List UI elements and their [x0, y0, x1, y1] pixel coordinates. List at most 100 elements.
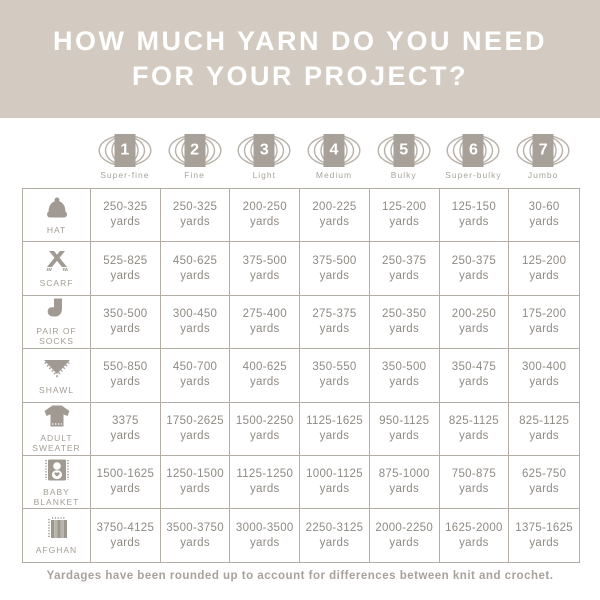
weight-number: 7: [538, 140, 548, 158]
yardage-range: 300-450: [172, 307, 218, 320]
yardage-range: 1250-1500: [166, 468, 224, 481]
project-name: BABY BLANKET: [33, 486, 80, 507]
yardage-cell: 200-250 yards: [230, 189, 301, 243]
yardage-range: 200-225: [312, 201, 357, 214]
yardage-unit: yards: [249, 483, 280, 496]
yardage-unit: yards: [459, 483, 489, 496]
yardage-range: 625-750: [521, 468, 567, 481]
yardage-unit: yards: [249, 376, 280, 389]
yardage-cell: 275-375 yards: [300, 295, 370, 350]
yardage-cell: 300-450 yards: [160, 295, 231, 350]
yardage-cell: 875-1000 yards: [369, 455, 440, 510]
yardage-cell: 275-400 yards: [230, 295, 301, 350]
project-name: ADULT SWEATER: [32, 433, 81, 454]
yardage-cell: 450-700 yards: [160, 349, 231, 403]
weight-number: 2: [190, 140, 200, 158]
yarn-skein-icon: 7: [516, 134, 570, 167]
yardage-unit: yards: [459, 322, 489, 335]
yardage-unit: yards: [389, 483, 420, 496]
yardage-range: 1625-2000: [445, 521, 503, 534]
yardage-unit: yards: [459, 269, 489, 282]
yardage-unit: yards: [389, 536, 420, 549]
yardage-range: 1375-1625: [515, 521, 573, 534]
yardage-range: 525-825: [103, 254, 148, 267]
yardage-unit: yards: [389, 216, 420, 229]
yardage-cell: 550-850 yards: [91, 349, 161, 403]
yardage-unit: yards: [110, 269, 141, 282]
yardage-range: 3375: [111, 414, 139, 427]
yardage-unit: yards: [459, 429, 489, 442]
yardage-table: HAT 250-325 yards 250-325 yards 200-250 yar…: [22, 188, 580, 563]
yardage-cell: 125-200 yards: [369, 189, 440, 243]
yardage-unit: yards: [110, 216, 141, 229]
yardage-cell: 3000-3500 yards: [230, 509, 301, 562]
weight-label: Light: [252, 170, 276, 180]
yardage-unit: yards: [529, 216, 559, 229]
yardage-cell: 250-325 yards: [160, 189, 231, 243]
yardage-range: 825-1125: [519, 414, 570, 427]
yardage-cell: 250-350 yards: [369, 295, 440, 350]
weight-label: Medium: [315, 170, 353, 180]
yardage-range: 125-150: [451, 201, 497, 214]
yardage-cell: 2250-3125 yards: [300, 509, 370, 562]
yardage-unit: yards: [180, 429, 210, 442]
project-row-header-shawl: SHAWL: [23, 349, 91, 403]
project-row-header-hat: HAT: [23, 189, 91, 243]
yardage-cell: 350-475 yards: [439, 349, 510, 403]
footnote: Yardages have been rounded up to account…: [46, 570, 554, 582]
project-row-header-afghan: AFGHAN: [23, 509, 91, 562]
yarn-skein-icon: 3: [237, 134, 291, 167]
weight-number: 1: [120, 140, 130, 158]
yardage-range: 250-375: [451, 254, 497, 267]
project-row-header-socks: PAIR OF SOCKS: [23, 295, 91, 350]
yardage-cell: 125-200 yards: [509, 242, 579, 296]
yardage-range: 250-375: [382, 254, 427, 267]
weight-label: Super-bulky: [445, 170, 502, 180]
yardage-unit: yards: [389, 269, 420, 282]
yardage-unit: yards: [529, 483, 559, 496]
yardage-unit: yards: [249, 536, 280, 549]
yardage-range: 350-500: [103, 307, 148, 320]
yardage-cell: 1000-1125 yards: [300, 455, 370, 510]
yardage-range: 375-500: [242, 254, 287, 267]
yardage-range: 750-875: [451, 468, 497, 481]
yardage-unit: yards: [110, 536, 141, 549]
yardage-cell: 825-1125 yards: [509, 403, 579, 456]
project-name: HAT: [46, 224, 67, 235]
sweater-icon: [42, 404, 72, 431]
weight-label: Super-fine: [100, 170, 150, 180]
yardage-cell: 1500-1625 yards: [91, 455, 161, 510]
yardage-cell: 250-375 yards: [439, 242, 510, 296]
weight-number: 5: [399, 140, 409, 158]
yardage-unit: yards: [319, 376, 350, 389]
yardage-range: 200-250: [451, 307, 497, 320]
yardage-range: 400-625: [242, 361, 287, 374]
yardage-unit: yards: [180, 483, 210, 496]
yardage-unit: yards: [319, 536, 350, 549]
yardage-unit: yards: [319, 483, 350, 496]
yardage-unit: yards: [180, 536, 210, 549]
yarn-weight-header-row: 1 Super-fine 2 Fine 3 Light: [22, 134, 578, 180]
yardage-unit: yards: [529, 536, 559, 549]
yardage-cell: 1125-1625 yards: [300, 402, 370, 456]
yardage-range: 1125-1625: [306, 414, 363, 427]
yardage-cell: 250-325 yards: [91, 189, 161, 243]
yardage-cell: 375-500 yards: [300, 242, 370, 296]
weight-column-jumbo: 7 Jumbo: [508, 134, 578, 180]
yardage-unit: yards: [319, 429, 350, 442]
yardage-cell: 2000-2250 yards: [370, 509, 440, 562]
yardage-range: 300-400: [521, 361, 567, 374]
weight-column-light: 3 Light: [229, 134, 299, 180]
yardage-range: 1500-1625: [96, 468, 155, 481]
yardage-range: 2250-3125: [305, 521, 364, 534]
yardage-range: 175-200: [521, 307, 567, 320]
yardage-range: 3000-3500: [235, 521, 294, 534]
yarn-skein-icon: 4: [307, 134, 361, 167]
yardage-cell: 825-1125 yards: [439, 402, 510, 456]
yarn-skein-icon: 1: [98, 134, 152, 167]
yardage-range: 825-1125: [448, 414, 499, 427]
yardage-range: 450-700: [172, 361, 218, 374]
yardage-unit: yards: [459, 376, 489, 389]
project-row-header-scarf: SCARF: [23, 242, 91, 296]
yardage-range: 2000-2250: [375, 521, 434, 534]
